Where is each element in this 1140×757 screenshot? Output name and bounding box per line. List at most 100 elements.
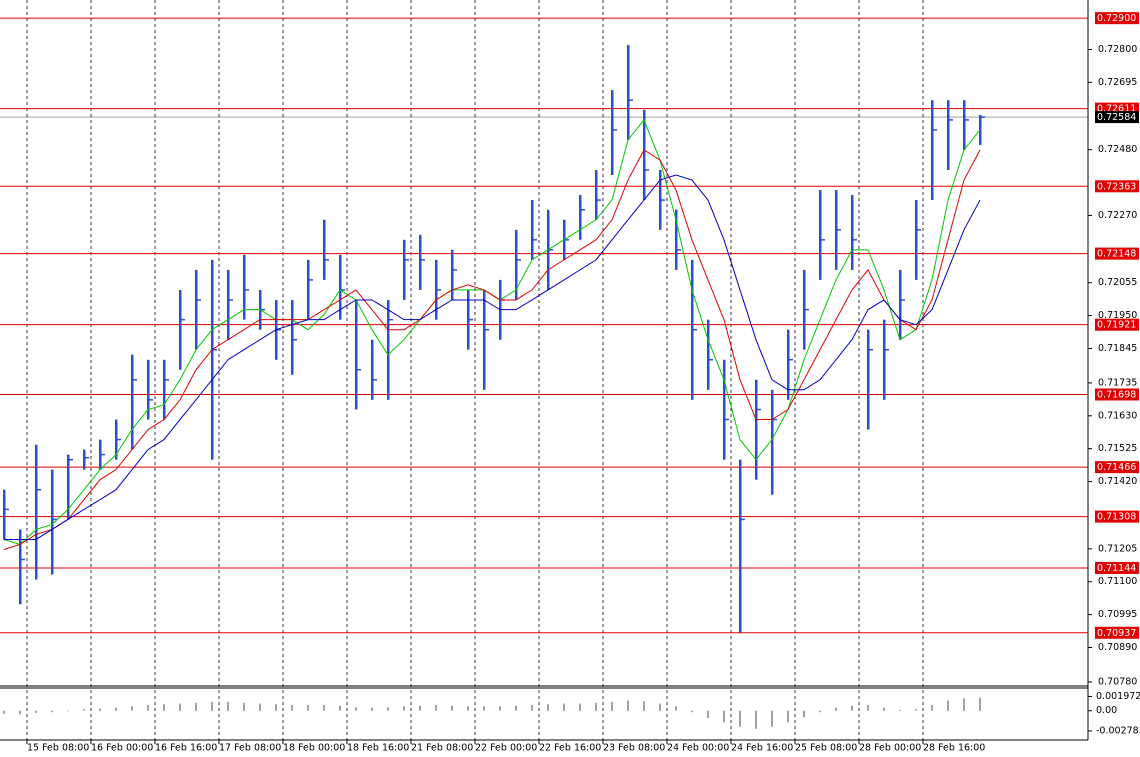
price-bar [163,359,166,420]
level-label-box [1095,180,1139,193]
indicator-bar [579,703,581,711]
indicator-bar [723,710,725,723]
y-tick-label: 0.72480 [1098,144,1137,155]
price-bar [51,469,54,575]
indicator-bar [931,704,933,711]
x-tick-label: 25 Feb 08:00 [795,743,857,754]
indicator-bar [915,709,917,711]
indicator-bar [243,702,245,711]
price-bar [979,114,982,145]
price-bar [227,269,230,340]
indicator-bar [147,704,149,711]
y-tick-label: 0.72800 [1098,44,1137,55]
x-tick-label: 16 Feb 16:00 [155,743,217,754]
price-bar [195,269,198,350]
indicator-bar [131,706,133,711]
level-label: 0.71144 [1097,563,1136,574]
price-bar [243,254,246,320]
indicator-bar [675,706,677,711]
indicator-bar [275,704,277,711]
price-bar [67,454,70,520]
price-bar [531,200,534,260]
price-bar [611,90,614,176]
indicator-bar [755,710,757,729]
y-tick-label: 0.70890 [1098,642,1137,653]
y-tick-label: 0.70995 [1098,609,1137,620]
x-tick-label: 22 Feb 16:00 [539,743,601,754]
plot [3,45,985,729]
indicator-bar [323,704,325,711]
indicator-bar [563,703,565,711]
level-label: 0.72611 [1097,104,1136,115]
x-tick-label: 28 Feb 00:00 [859,743,921,754]
price-bar [595,170,598,220]
price-bar [403,239,406,300]
price-bar [579,195,582,240]
indicator-bar [611,702,613,711]
x-tick-label: 21 Feb 08:00 [411,743,473,754]
y-tick-label: 0.71950 [1098,310,1137,321]
x-tick-label: 24 Feb 16:00 [731,743,793,754]
price-bar [755,379,758,480]
x-tick-label: 18 Feb 16:00 [347,743,409,754]
y-tick-label: 0.72695 [1098,77,1137,88]
price-bar [35,444,38,580]
price-bar [883,319,886,400]
indicator-bar [307,704,309,711]
level-label: 0.71466 [1097,462,1136,473]
price-bar [211,259,214,460]
price-bar [387,299,390,400]
y-tick-label: 0.71100 [1098,576,1137,587]
indicator-bar [3,710,5,714]
price-bar [147,359,150,420]
axis: 0.72800 0.72695 0.72480 0.72270 0.72055 0.719… [26,12,1140,754]
grid [0,0,1088,740]
indicator-bar [435,704,437,711]
level-label: 0.72363 [1097,181,1136,192]
y-tick-label: 0.71735 [1098,377,1137,388]
y-tick-label: 0.71845 [1098,343,1137,354]
y-tick-label: 0.71525 [1098,443,1137,454]
indicator-bar [515,705,517,711]
indicator-bar [707,710,709,718]
indicator-bar [211,702,213,711]
indicator-bar [467,706,469,711]
indicator-bar [691,710,693,713]
level-label: 0.71698 [1097,390,1136,401]
indicator-bar [67,710,69,712]
x-tick-label: 28 Feb 16:00 [923,743,985,754]
indicator-bar [115,707,117,711]
level-label-box [1095,461,1139,474]
price-bar [291,299,294,375]
price-bar [307,259,310,320]
price-bar [515,229,518,300]
indicator-bar [35,710,37,713]
indicator-bar [819,710,821,713]
price-bar [483,289,486,390]
indicator-bar [403,706,405,711]
indicator-bar [291,704,293,711]
indicator-bar [371,707,373,711]
moving-average [3,149,981,550]
y-tick-label: 0.71630 [1098,410,1137,421]
price-bar [947,100,950,171]
indicator-bar [803,710,805,718]
level-label: 0.71921 [1097,320,1136,331]
indicator-bar [659,703,661,711]
price-bar [451,249,454,300]
level-label-box [1095,388,1139,401]
y-tick-label: 0.72055 [1098,277,1137,288]
price-bar [371,339,374,400]
indicator-tick-label: 0.001972 [1096,691,1140,702]
indicator-bar [899,710,901,711]
indicator-bar [883,707,885,711]
indicator-bar [979,697,981,711]
x-tick-label: 16 Feb 00:00 [91,743,153,754]
indicator-bar [787,710,789,723]
level-label-box [1095,561,1139,574]
price-bar [867,329,870,430]
moving-average [4,174,981,540]
indicator-bar [83,709,85,711]
price-bar [19,529,22,605]
current-price-label: 0.72584 [1097,112,1136,123]
